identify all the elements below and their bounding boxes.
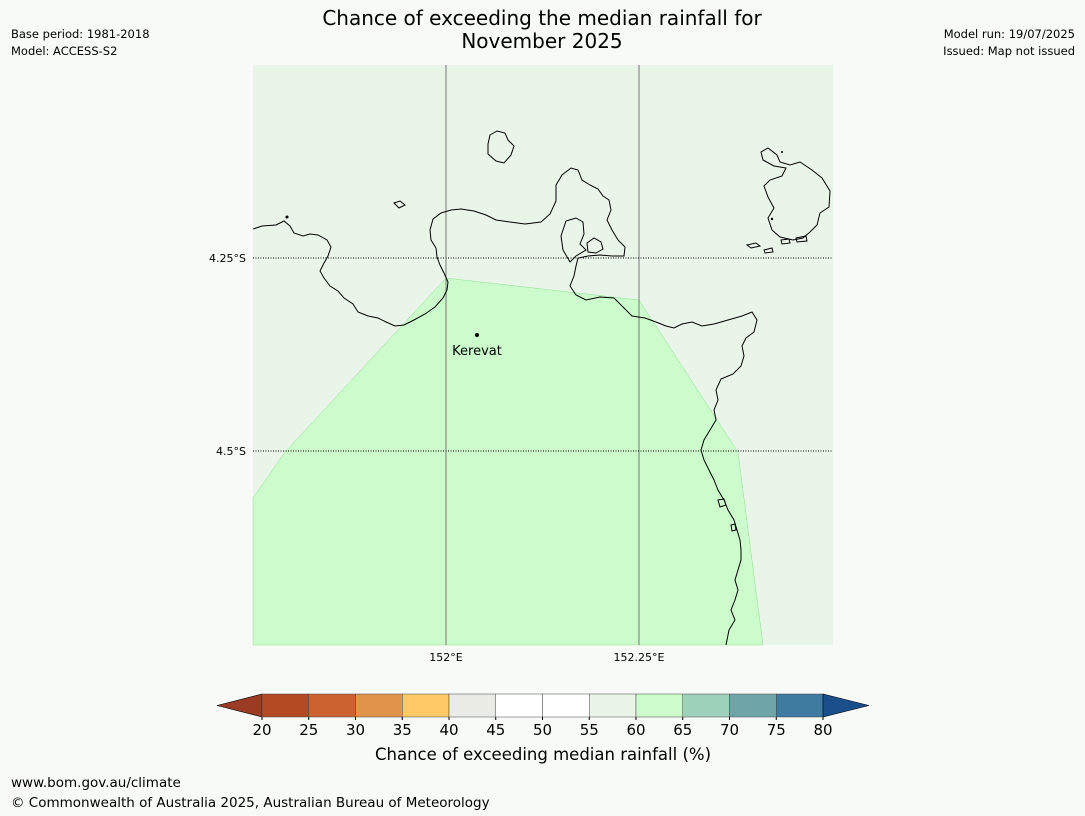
- colorbar-tick-label: 60: [626, 721, 645, 739]
- lon-label-152-25: 152.25°E: [614, 651, 665, 664]
- colorbar-segment: [589, 693, 637, 718]
- model-run: Model run: 19/07/2025: [943, 27, 1075, 41]
- colorbar-tick-label: 45: [486, 721, 505, 739]
- islet-dot: [770, 217, 774, 221]
- title-line-2: November 2025: [461, 29, 623, 53]
- islet-dot: [285, 215, 289, 219]
- issued-status: Issued: Map not issued: [943, 44, 1075, 58]
- copyright-text: © Commonwealth of Australia 2025, Austra…: [11, 795, 490, 811]
- colorbar-tick-label: 55: [580, 721, 599, 739]
- base-period: Base period: 1981-2018: [11, 27, 150, 41]
- colorbar-label: Chance of exceeding median rainfall (%): [374, 745, 712, 764]
- kerevat-label: Kerevat: [452, 344, 502, 359]
- colorbar-tick-label: 35: [393, 721, 412, 739]
- colorbar-segment: [261, 693, 309, 718]
- coastline: [252, 130, 831, 646]
- lat-label-4-5: 4.5°S: [216, 445, 246, 458]
- model-info: Base period: 1981-2018 Model: ACCESS-S2: [11, 26, 150, 60]
- colorbar: 20 25 30 35 40 45 50 55 60 65 70 75 80: [216, 693, 870, 739]
- colorbar-tick-label: 75: [767, 721, 786, 739]
- colorbar-tick-label: 50: [533, 721, 552, 739]
- colorbar-segment: [308, 693, 356, 718]
- colorbar-segment: [402, 693, 450, 718]
- colorbar-segment: [635, 693, 683, 718]
- colorbar-extend-low: [216, 693, 263, 718]
- islet-dot: [781, 151, 783, 153]
- website-link[interactable]: www.bom.gov.au/climate: [11, 775, 181, 791]
- colorbar-segment: [448, 693, 496, 718]
- latitude-lines: [253, 257, 833, 452]
- colorbar-segment: [776, 693, 824, 718]
- colorbar-segment: [729, 693, 777, 718]
- colorbar-segment: [682, 693, 730, 718]
- colorbar-extend-high: [822, 693, 870, 718]
- colorbar-segment: [355, 693, 403, 718]
- colorbar-tick-label: 25: [299, 721, 318, 739]
- colorbar-tick-label: 30: [346, 721, 365, 739]
- colorbar-tick-label: 65: [673, 721, 692, 739]
- map-title: Chance of exceeding the median rainfall …: [242, 7, 842, 53]
- colorbar-segment: [542, 693, 590, 718]
- forecast-region: [252, 277, 764, 646]
- longitude-lines: [445, 65, 640, 645]
- colorbar-segment: [495, 693, 543, 718]
- kerevat-marker: [475, 333, 479, 337]
- model-name: Model: ACCESS-S2: [11, 44, 118, 58]
- run-info: Model run: 19/07/2025 Issued: Map not is…: [943, 26, 1075, 60]
- colorbar-tick-label: 80: [813, 721, 832, 739]
- lon-label-152: 152°E: [429, 651, 462, 664]
- colorbar-tick-label: 70: [720, 721, 739, 739]
- colorbar-tick-label: 20: [252, 721, 271, 739]
- colorbar-tick-label: 40: [439, 721, 458, 739]
- title-line-1: Chance of exceeding the median rainfall …: [322, 6, 762, 30]
- lat-label-4-25: 4.25°S: [209, 252, 246, 265]
